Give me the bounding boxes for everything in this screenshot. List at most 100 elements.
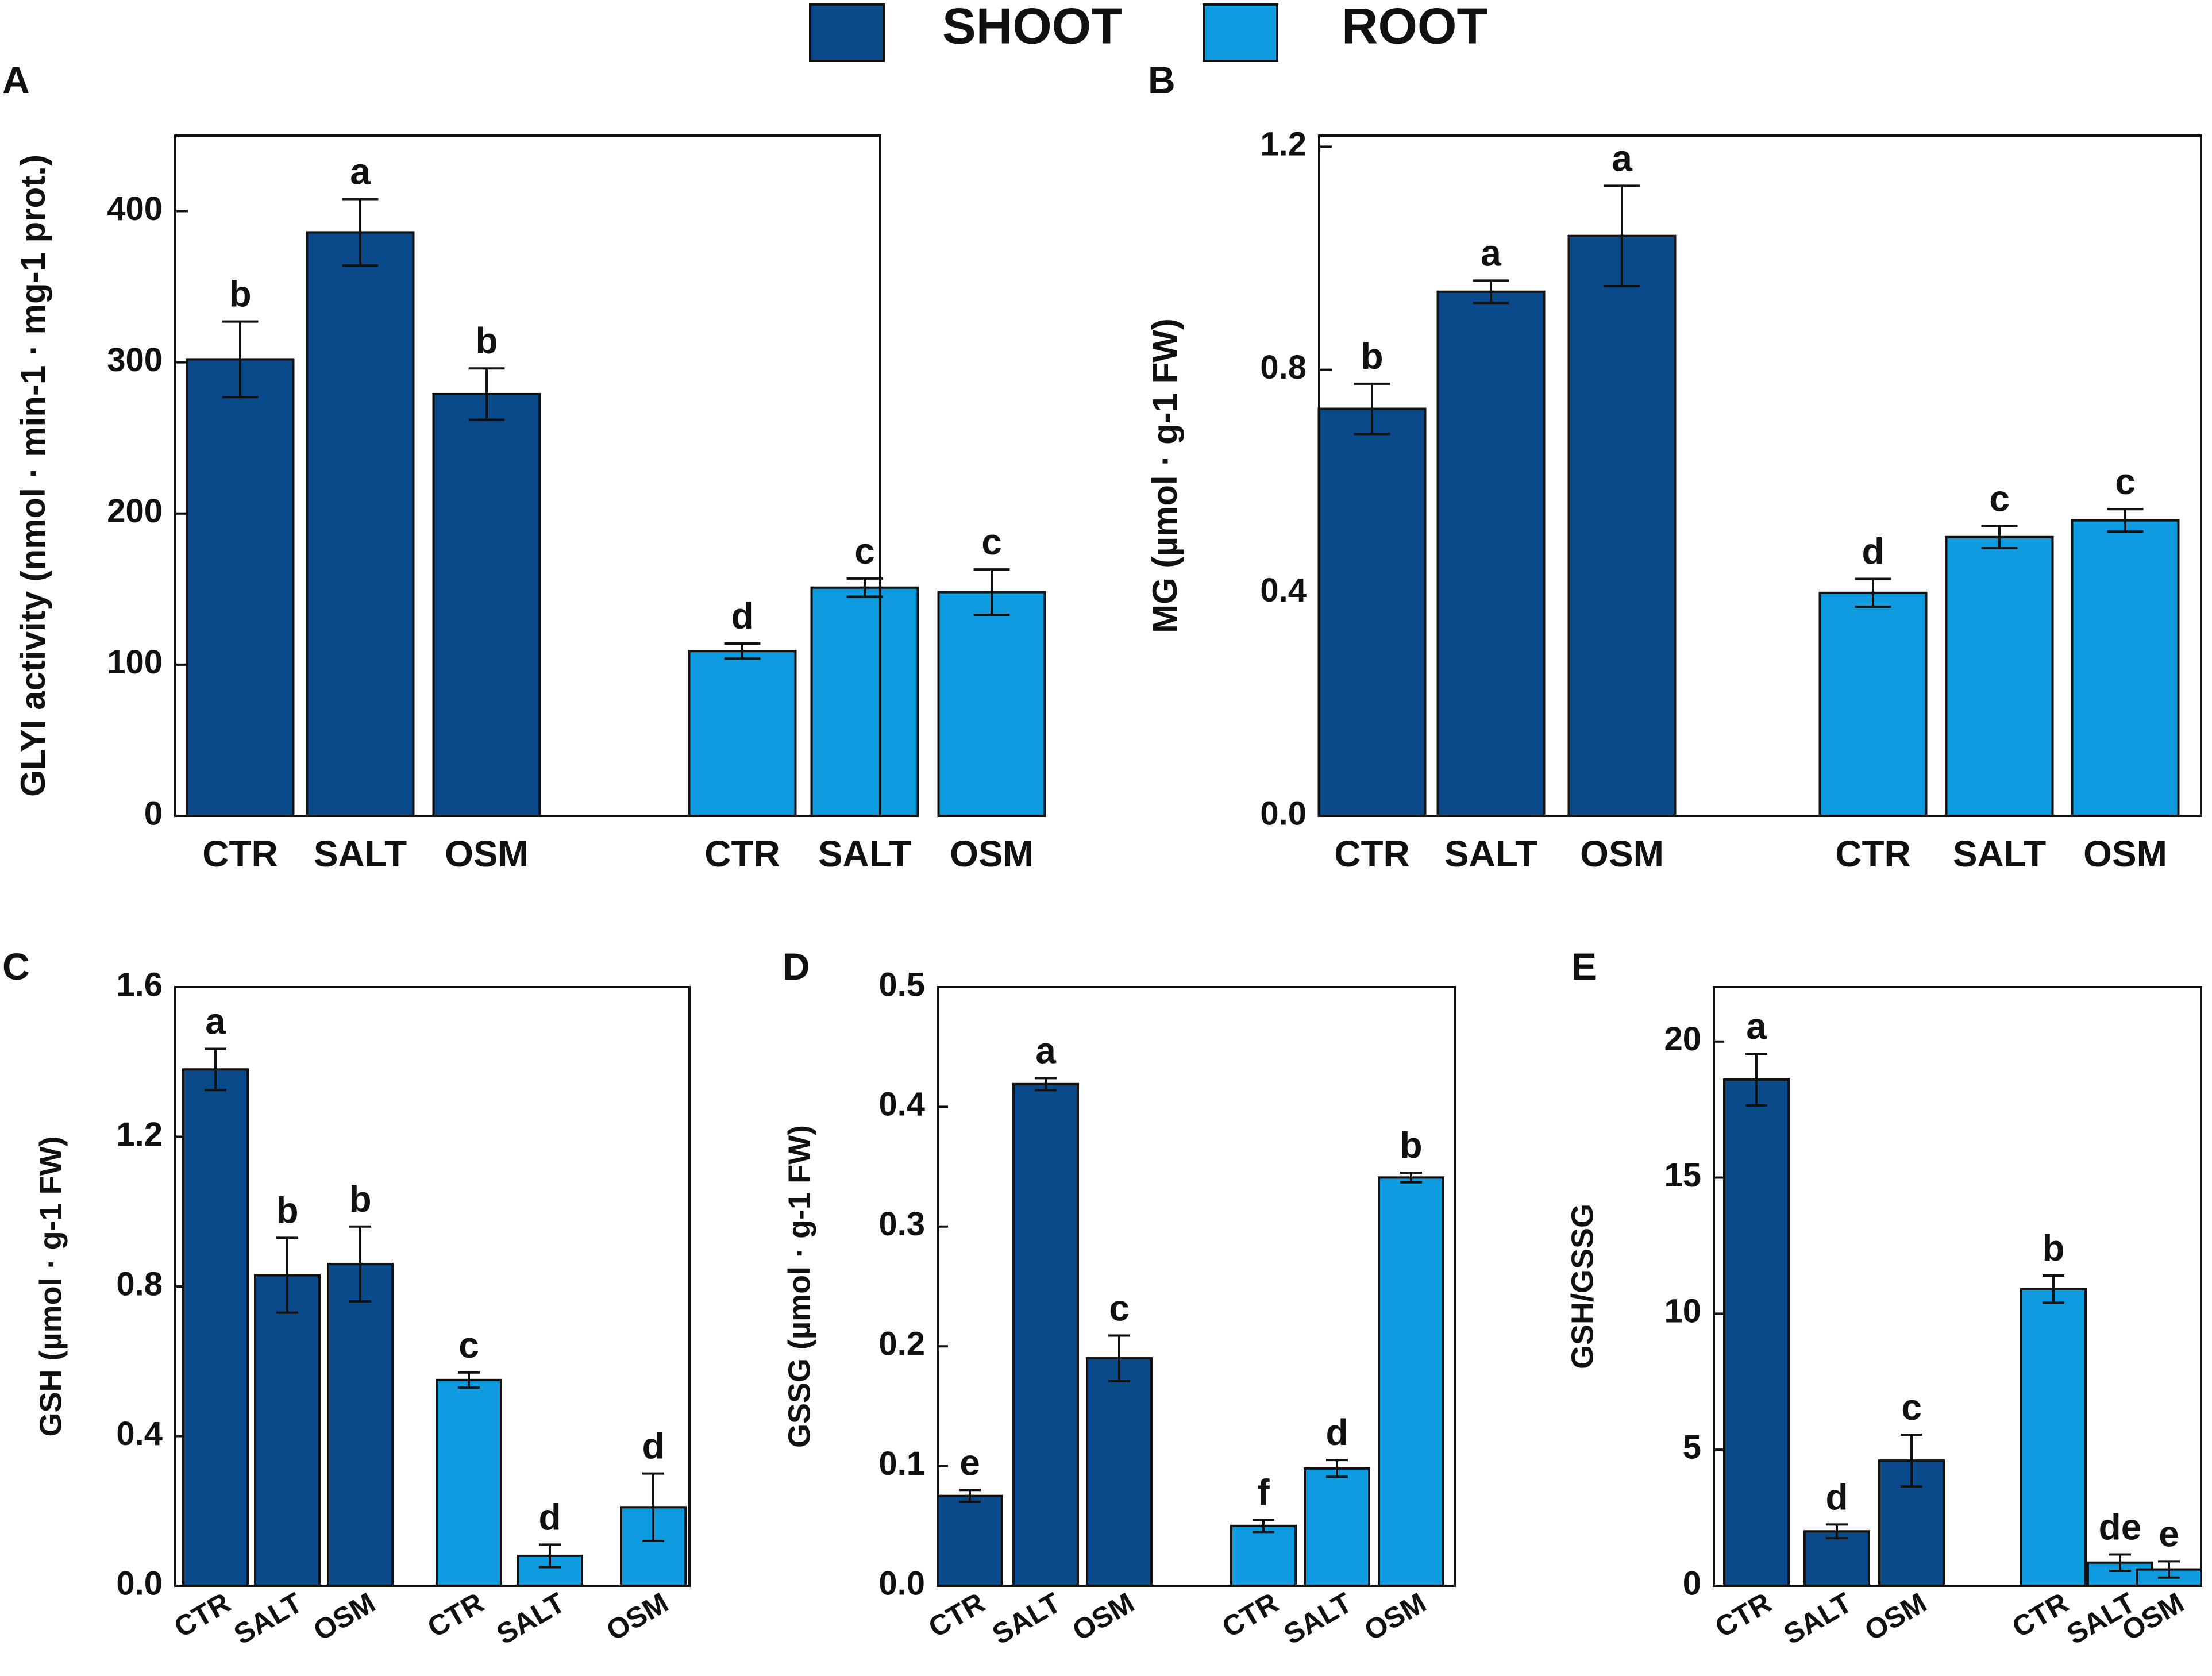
legend-label-root: ROOT bbox=[1342, 0, 1487, 54]
y-tick-label: 1.2 bbox=[1260, 126, 1307, 163]
bar-shoot-osm bbox=[1086, 1357, 1153, 1588]
significance-letter: c bbox=[458, 1324, 479, 1366]
error-bar bbox=[222, 320, 259, 399]
legend: SHOOT ROOT bbox=[809, 0, 1487, 62]
error-bar bbox=[2042, 1274, 2065, 1304]
bar-shoot-salt bbox=[254, 1274, 321, 1587]
error-bar bbox=[2107, 508, 2144, 533]
error-bar bbox=[538, 1543, 561, 1569]
bar-shoot-salt bbox=[1012, 1082, 1079, 1587]
category-label: CTR bbox=[704, 833, 780, 874]
bar-shoot-salt bbox=[1803, 1530, 1870, 1587]
bar-shoot-osm bbox=[1567, 234, 1677, 817]
error-bar bbox=[846, 577, 883, 598]
significance-letter: a bbox=[1612, 137, 1632, 179]
y-axis-title: GSH/GSSG bbox=[1565, 1204, 1600, 1369]
category-label: OSM bbox=[1067, 1586, 1140, 1647]
significance-letter: d bbox=[731, 595, 753, 637]
plot-frame bbox=[1318, 134, 2202, 817]
y-tick-label: 0.0 bbox=[878, 1565, 925, 1602]
significance-letter: a bbox=[350, 151, 371, 192]
category-label: CTR bbox=[923, 1586, 991, 1644]
significance-letter: b bbox=[2042, 1227, 2064, 1269]
y-tick-label: 0.8 bbox=[116, 1265, 163, 1303]
y-tick-label: 1.2 bbox=[116, 1116, 163, 1153]
significance-letter: a bbox=[1746, 1005, 1767, 1047]
plot-frame bbox=[1713, 986, 2202, 1587]
y-tick-label: 100 bbox=[107, 644, 163, 681]
y-tick-label: 0.0 bbox=[1260, 795, 1307, 832]
panel-e: E05101520GSH/GSSGaCTRdSALTcOSMbCTRdeSALT… bbox=[1565, 945, 2202, 1651]
category-label: CTR bbox=[1334, 833, 1410, 874]
significance-letter: f bbox=[1257, 1471, 1270, 1513]
panel-b: B 0.0 0.4 0.8 1.2 MG (µmol · g-1 FW) b CTR a SALT… bbox=[1146, 59, 2202, 874]
error-bar bbox=[1108, 1334, 1131, 1382]
category-label: CTR bbox=[1710, 1586, 1777, 1644]
error-bar bbox=[342, 198, 379, 267]
panel-c: C 0.0 0.4 0.8 1.2 1.6 GSH (µmol · g-1 FW) a CTR b… bbox=[2, 945, 691, 1651]
panel-c-letter: C bbox=[2, 945, 30, 988]
category-label: SALT bbox=[229, 1586, 308, 1651]
legend-label-shoot: SHOOT bbox=[942, 0, 1122, 54]
y-tick-label: 15 bbox=[1664, 1157, 1701, 1194]
category-label: SALT bbox=[314, 833, 407, 874]
bar-root-ctr bbox=[436, 1378, 502, 1587]
error-bar bbox=[1981, 525, 2018, 550]
significance-letter: b bbox=[1400, 1124, 1422, 1166]
panel-e-letter: E bbox=[1571, 945, 1597, 988]
y-tick-label: 0.8 bbox=[1260, 349, 1307, 386]
significance-letter: d bbox=[642, 1425, 664, 1467]
error-bar bbox=[973, 568, 1010, 617]
error-bar bbox=[1855, 577, 1891, 608]
bar-shoot-ctr bbox=[937, 1494, 1003, 1587]
category-label: OSM bbox=[1580, 833, 1664, 874]
significance-letter: d bbox=[1862, 531, 1884, 572]
significance-letter: e bbox=[2159, 1513, 2179, 1554]
significance-letter: d bbox=[1825, 1476, 1848, 1517]
panel-a-letter: A bbox=[2, 59, 30, 101]
y-tick-label: 0.3 bbox=[878, 1205, 925, 1243]
category-label: CTR bbox=[1217, 1586, 1284, 1644]
error-bar bbox=[1825, 1523, 1848, 1540]
category-label: SALT bbox=[1444, 833, 1537, 874]
error-bar bbox=[1325, 1459, 1348, 1478]
y-axis-title: MG (µmol · g-1 FW) bbox=[1146, 318, 1184, 633]
panel-d: D 0.0 0.1 0.2 0.3 0.4 0.5 GSSG (µmol · g-1 FW) e… bbox=[782, 945, 1456, 1651]
y-tick-label: 300 bbox=[107, 341, 163, 379]
y-tick-label: 0.4 bbox=[116, 1415, 163, 1452]
category-label: OSM bbox=[445, 833, 529, 874]
error-bar bbox=[204, 1047, 227, 1092]
y-tick-label: 5 bbox=[1683, 1429, 1701, 1466]
error-bar bbox=[1354, 382, 1390, 436]
y-tick-label: 0.5 bbox=[878, 966, 925, 1003]
bar-shoot-ctr bbox=[182, 1068, 249, 1587]
bar-root-salt bbox=[1945, 535, 2054, 817]
bar-shoot-osm bbox=[432, 392, 541, 817]
bar-root-ctr bbox=[1230, 1524, 1297, 1588]
significance-letter: a bbox=[1481, 232, 1501, 273]
error-bar bbox=[457, 1371, 480, 1389]
significance-letter: b bbox=[475, 320, 498, 361]
significance-letter: b bbox=[1361, 336, 1383, 377]
bar-shoot-ctr bbox=[1723, 1078, 1790, 1587]
error-bar bbox=[958, 1489, 981, 1504]
bar-root-salt bbox=[810, 586, 919, 817]
error-bar bbox=[1900, 1434, 1923, 1488]
y-tick-label: 0.0 bbox=[116, 1565, 163, 1602]
category-label: OSM bbox=[1859, 1586, 1932, 1647]
bar-root-salt bbox=[1304, 1467, 1370, 1588]
y-tick-label: 20 bbox=[1664, 1020, 1701, 1058]
y-tick-label: 0.4 bbox=[1260, 572, 1307, 609]
category-label: CTR bbox=[202, 833, 278, 874]
significance-letter: a bbox=[205, 1000, 226, 1042]
bar-root-osm bbox=[2071, 519, 2180, 817]
y-tick-label: 0.1 bbox=[878, 1445, 925, 1482]
significance-letter: e bbox=[959, 1442, 980, 1483]
error-bar bbox=[2157, 1560, 2180, 1579]
error-bar bbox=[1604, 184, 1640, 288]
category-label: SALT bbox=[491, 1586, 571, 1651]
y-tick-label: 0.4 bbox=[878, 1086, 925, 1123]
error-bar bbox=[1745, 1053, 1768, 1107]
significance-letter: c bbox=[854, 530, 875, 572]
